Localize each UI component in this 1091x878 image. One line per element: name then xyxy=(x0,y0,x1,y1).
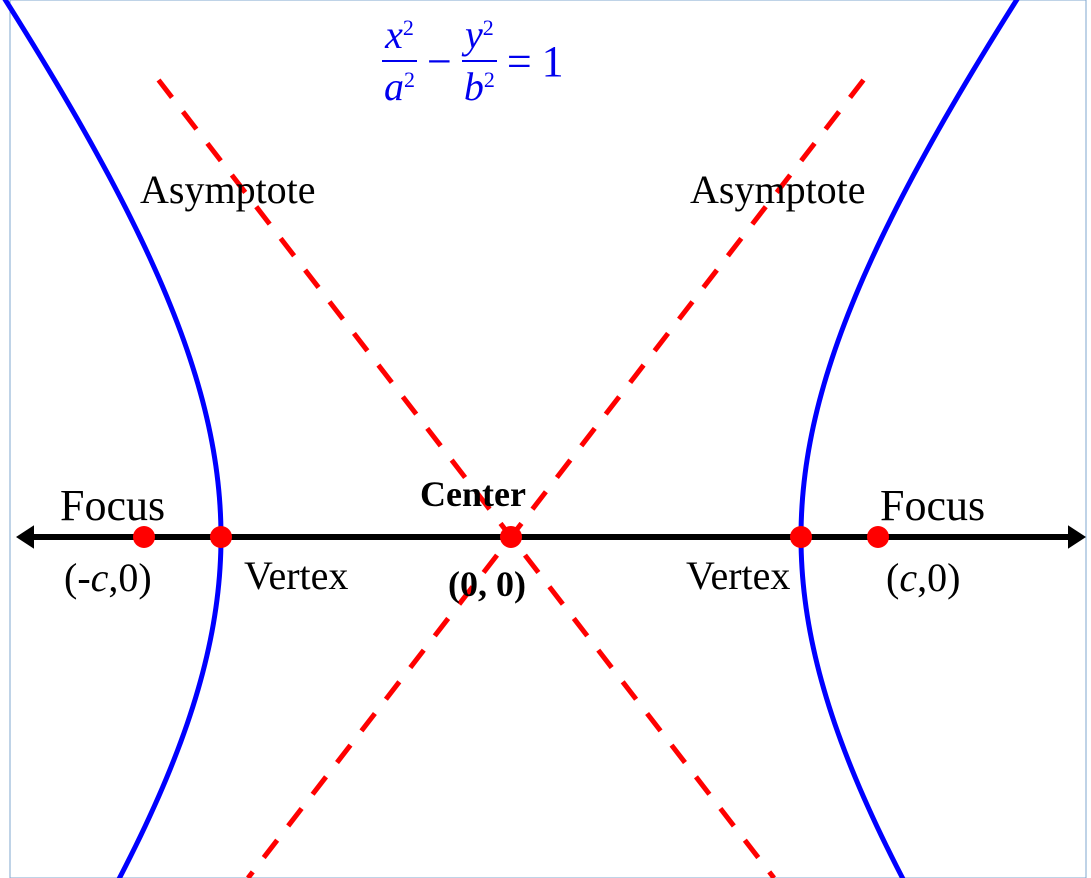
hyperbola-equation: x2 a2 − y2 b2 = 1 xyxy=(382,14,564,108)
asymptote-left-label: Asymptote xyxy=(140,170,316,210)
center-point xyxy=(500,526,522,548)
eq-bar-1 xyxy=(382,60,417,62)
vertex-left-point xyxy=(210,526,232,548)
eq-one: 1 xyxy=(542,36,564,87)
eq-x: x xyxy=(385,12,403,57)
eq-equals: = xyxy=(507,36,532,87)
eq-a-exp: 2 xyxy=(404,67,415,92)
plot-svg xyxy=(0,0,1091,878)
eq-x-exp: 2 xyxy=(403,15,414,40)
focus-left-coord: (-c,0) xyxy=(64,558,152,598)
vertex-left-label: Vertex xyxy=(244,556,348,596)
eq-y: y xyxy=(465,12,483,57)
focus-right-label: Focus xyxy=(880,484,985,528)
eq-bar-2 xyxy=(462,60,497,62)
equation-frac-y: y2 b2 xyxy=(462,14,497,108)
hyperbola-right-branch xyxy=(801,0,1059,878)
frame-border xyxy=(10,0,1086,878)
focus-right-coord: (c,0) xyxy=(886,558,960,598)
eq-minus: − xyxy=(427,36,452,87)
equation-frac-x: x2 a2 xyxy=(382,14,417,108)
vertex-right-point xyxy=(790,526,812,548)
focus-left-label: Focus xyxy=(60,484,165,528)
eq-y-exp: 2 xyxy=(483,15,494,40)
axis-arrow-right xyxy=(1068,525,1086,548)
hyperbola-left-branch xyxy=(0,0,221,878)
vertex-right-label: Vertex xyxy=(686,556,790,596)
center-coord-label: (0, 0) xyxy=(448,566,526,602)
eq-a: a xyxy=(384,64,404,109)
eq-b: b xyxy=(464,64,484,109)
center-label: Center xyxy=(420,476,526,512)
asymptote-right-label: Asymptote xyxy=(690,170,866,210)
eq-b-exp: 2 xyxy=(484,67,495,92)
hyperbola-diagram: { "canvas": { "width": 1091, "height": 8… xyxy=(0,0,1091,878)
axis-arrow-left xyxy=(16,525,34,548)
